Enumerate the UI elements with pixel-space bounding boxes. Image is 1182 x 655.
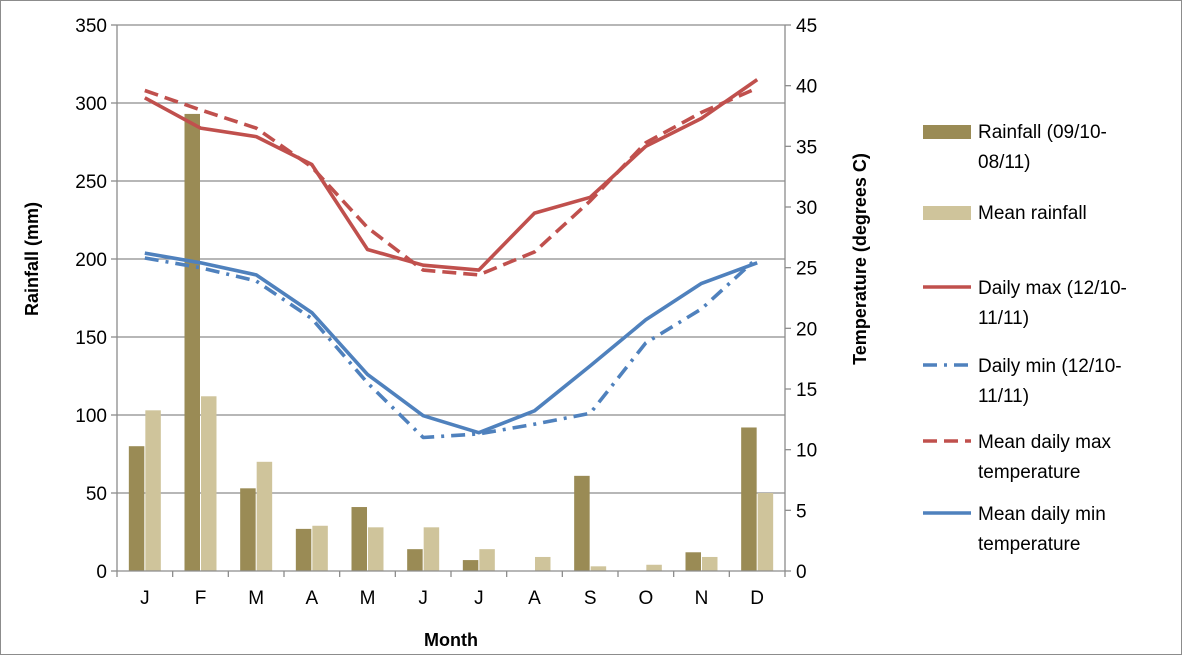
y2-tick-label: 40: [796, 77, 817, 98]
legend-swatch: [923, 206, 971, 220]
bar: [201, 396, 217, 571]
x-tick-label: J: [140, 588, 150, 609]
bar: [184, 113, 200, 572]
bar: [312, 525, 328, 571]
bar: [295, 528, 312, 571]
legend-label: Rainfall (09/10-: [978, 122, 1107, 143]
y-tick-label: 250: [75, 172, 107, 193]
bar: [646, 564, 662, 571]
legend-label: Mean rainfall: [978, 203, 1087, 224]
bar: [256, 461, 273, 571]
y-tick-label: 100: [75, 406, 107, 427]
y-left-ticks: 0 50 100 150 200 250 300 350: [75, 16, 107, 583]
x-axis-title: Month: [424, 630, 478, 650]
legend-label: Mean daily max: [978, 432, 1112, 453]
bar: [590, 566, 607, 571]
y2-tick-label: 45: [796, 16, 817, 37]
bar: [479, 549, 495, 571]
bar: [128, 446, 145, 571]
legend-label: 08/11): [978, 152, 1030, 173]
y-tick-label: 50: [86, 484, 107, 505]
y-tick-label: 350: [75, 16, 107, 37]
bar: [145, 410, 161, 571]
bar: [462, 560, 479, 571]
bar: [351, 507, 367, 571]
bar: [240, 488, 256, 571]
axes: [111, 24, 791, 577]
x-tick-label: J: [474, 588, 484, 609]
legend-label: temperature: [978, 462, 1080, 483]
x-tick-label: M: [360, 588, 376, 609]
series-line: [144, 251, 758, 435]
y2-axis-title: Temperature (degrees C): [850, 153, 870, 365]
y2-tick-label: 5: [796, 501, 807, 522]
x-tick-label: D: [750, 588, 764, 609]
bar: [407, 549, 423, 571]
series-line: [143, 78, 759, 272]
x-tick-label: F: [195, 588, 207, 609]
bar: [702, 556, 718, 571]
y2-tick-label: 30: [796, 198, 817, 219]
bar: [757, 493, 774, 571]
y2-tick-label: 15: [796, 380, 817, 401]
x-tick-label: S: [584, 588, 597, 609]
gridlines: [117, 24, 785, 494]
y-right-ticks: 0 5 10 15 20 25 30 35 40 45: [796, 16, 817, 583]
x-tick-label: J: [418, 588, 428, 609]
legend-label: Daily min (12/10-: [978, 356, 1122, 377]
bar: [423, 527, 440, 571]
y2-tick-label: 20: [796, 319, 817, 340]
x-tick-label: O: [638, 588, 653, 609]
x-tick-label: M: [248, 588, 264, 609]
bar: [368, 527, 384, 571]
series-line: [144, 256, 759, 440]
y-axis-title: Rainfall (mm): [22, 202, 42, 316]
bar-series: [128, 113, 774, 572]
line-series: [143, 78, 759, 440]
legend-label: 11/11): [978, 308, 1029, 329]
y2-tick-label: 0: [796, 562, 807, 583]
y2-tick-label: 35: [796, 137, 817, 158]
bar: [685, 552, 701, 571]
y-tick-label: 0: [96, 562, 107, 583]
y-tick-label: 200: [75, 250, 107, 271]
y2-tick-label: 10: [796, 441, 817, 462]
legend-label: Daily max (12/10-: [978, 278, 1127, 299]
x-tick-label: A: [305, 588, 318, 609]
y-tick-label: 150: [75, 328, 107, 349]
series-line: [144, 86, 758, 277]
x-tick-label: A: [528, 588, 541, 609]
bar: [741, 427, 757, 571]
x-tick-label: N: [695, 588, 709, 609]
y2-tick-label: 25: [796, 259, 817, 280]
bar: [574, 475, 590, 571]
legend-label: temperature: [978, 534, 1080, 555]
y-tick-label: 300: [75, 94, 107, 115]
legend-label: Mean daily min: [978, 504, 1106, 525]
legend-swatch: [923, 125, 971, 139]
legend: Rainfall (09/10- 08/11) Mean rainfall Daily…: [923, 122, 1127, 555]
bar: [535, 556, 551, 571]
legend-label: 11/11): [978, 386, 1029, 407]
